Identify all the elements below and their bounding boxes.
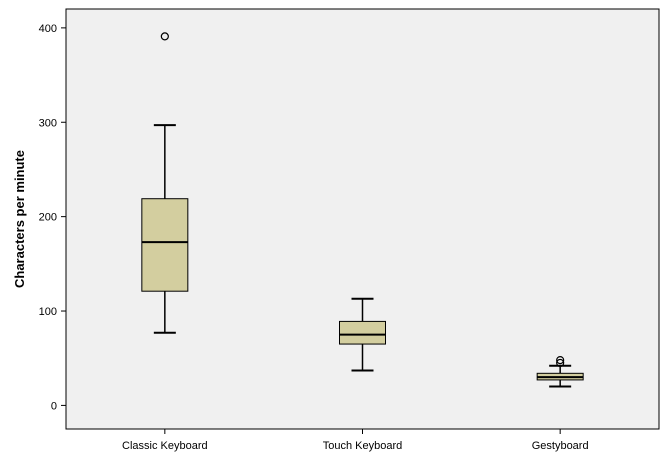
y-tick-label: 200 [39, 212, 57, 224]
outlier-point [160, 32, 169, 41]
outlier-point [556, 358, 565, 368]
x-axis: Classic Keyboard Touch Keyboard Gestyboard [122, 429, 589, 452]
y-tick-label: 400 [39, 23, 57, 35]
boxes [141, 32, 584, 388]
y-axis-title: Characters per minute [12, 150, 27, 288]
box [339, 297, 386, 372]
box [141, 32, 189, 334]
iqr-box [141, 198, 189, 292]
x-tick-label: Classic Keyboard [122, 440, 208, 452]
y-tick-label: 0 [51, 400, 57, 412]
y-tick-label: 100 [39, 306, 57, 318]
x-tick-label: Gestyboard [532, 440, 589, 452]
y-tick-label: 300 [39, 117, 57, 129]
iqr-box [339, 320, 386, 345]
box [536, 356, 584, 388]
y-axis: 0 100 200 300 400 [39, 23, 66, 412]
outlier-point [556, 356, 565, 365]
x-tick-label: Touch Keyboard [323, 440, 403, 452]
